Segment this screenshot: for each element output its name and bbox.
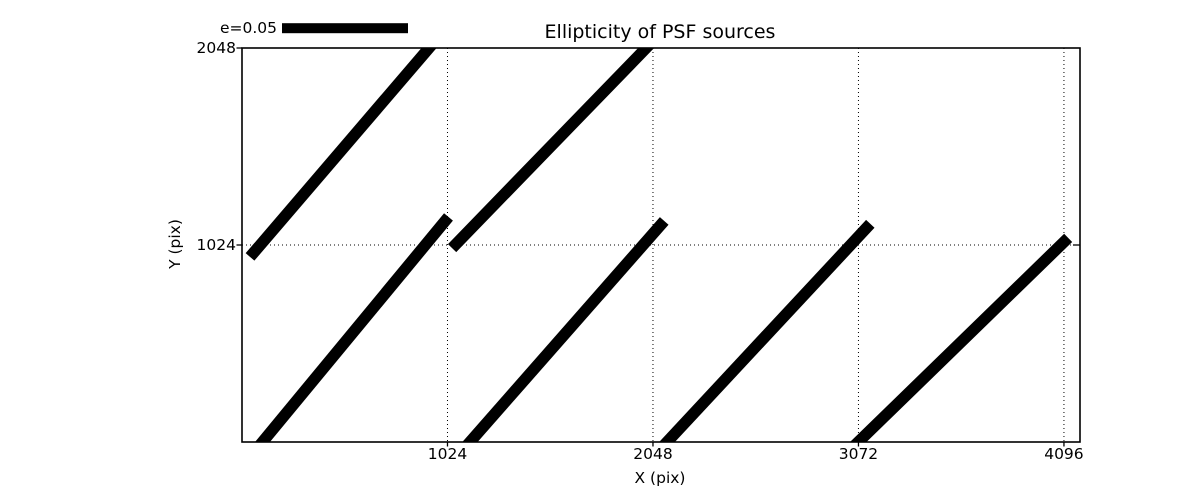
x-axis-label: X (pix) xyxy=(634,469,686,487)
whisker-6 xyxy=(850,233,1073,442)
whisker-5 xyxy=(659,219,875,442)
whisker-2 xyxy=(255,213,453,442)
x-tick-label: 4096 xyxy=(1044,444,1084,463)
chart-title: Ellipticity of PSF sources xyxy=(544,21,776,43)
legend-label: e=0.05 xyxy=(219,19,277,37)
x-tick-label: 2048 xyxy=(633,444,673,463)
x-tick-label: 1024 xyxy=(427,444,468,463)
y-tick-label: 2048 xyxy=(196,39,236,57)
whisker-4 xyxy=(462,217,669,442)
plot-border xyxy=(241,47,1081,443)
y-tick-label: 1024 xyxy=(196,236,236,254)
x-tick-label: 3072 xyxy=(838,444,879,463)
whisker-1 xyxy=(245,48,437,261)
legend-bar xyxy=(282,23,408,34)
whisker-3 xyxy=(447,48,655,253)
